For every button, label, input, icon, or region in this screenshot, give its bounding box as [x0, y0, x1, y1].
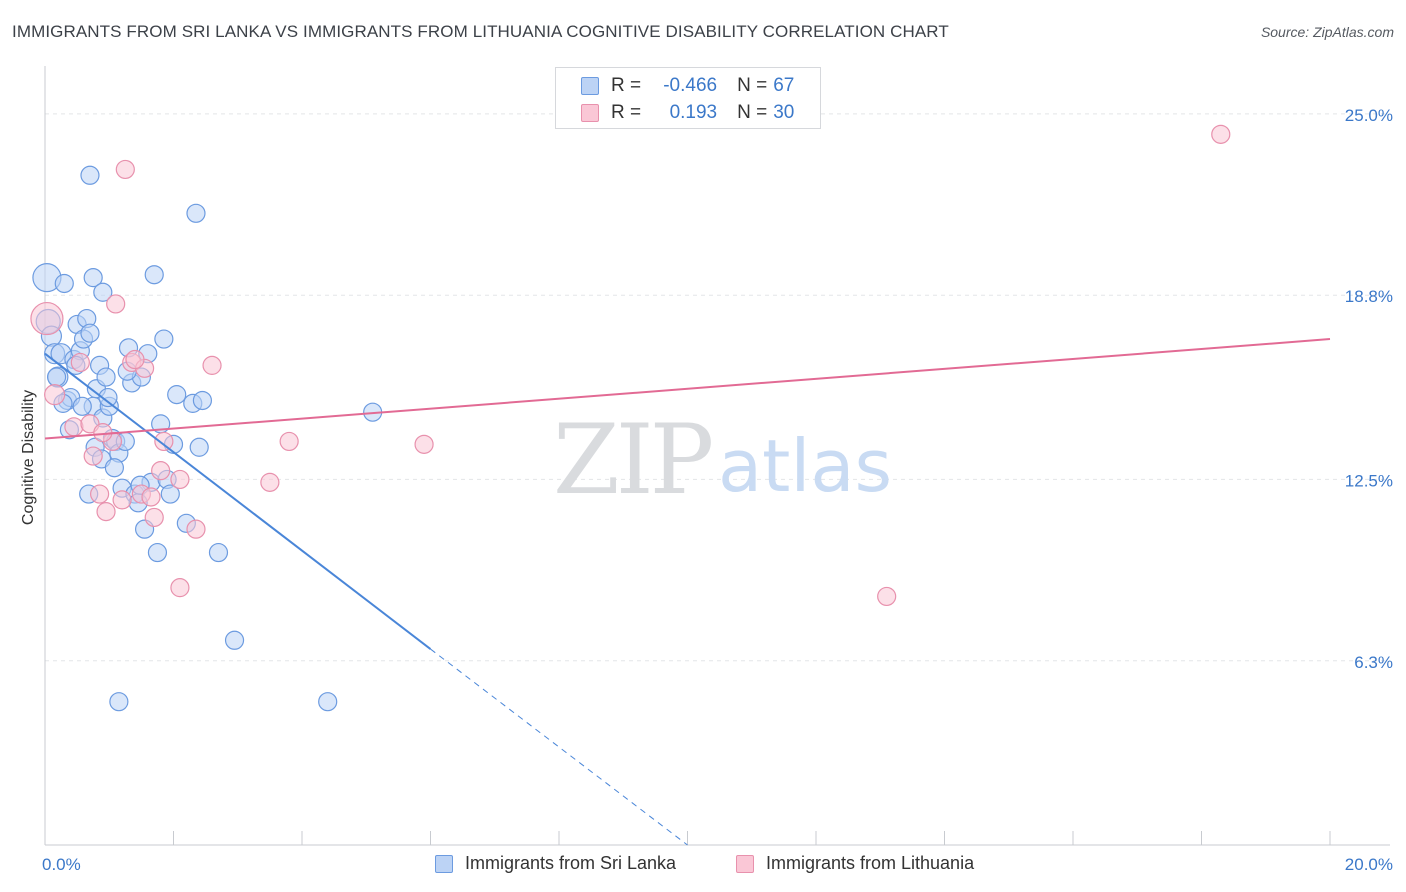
sri-lanka-point [54, 273, 74, 294]
legend-label: Immigrants from Sri Lanka [465, 853, 677, 873]
sri-lanka-point [186, 203, 206, 223]
lithuania-point [877, 586, 897, 607]
sri-lanka-swatch-icon [435, 854, 453, 873]
sri-lanka-point [96, 367, 116, 387]
axes [44, 66, 1390, 846]
y-tick-label: 6.3% [1354, 653, 1393, 672]
source-label: Source: ZipAtlas.com [1260, 24, 1394, 40]
lithuania-point [141, 487, 161, 507]
watermark: ZIP atlas [553, 404, 892, 516]
y-tick-label: 25.0% [1345, 106, 1393, 125]
n-label: N = [737, 102, 768, 123]
r-label: R = [611, 102, 642, 123]
watermark-zip: ZIP [553, 404, 712, 516]
sri-lanka-trend-line [44, 352, 432, 650]
lithuania-swatch-icon [736, 854, 754, 873]
sri-lanka-point [93, 282, 113, 302]
sri-lanka-point [208, 542, 229, 563]
lithuania-point [1211, 124, 1231, 144]
lithuania-point [414, 434, 434, 454]
sri-lanka-trend-extension [430, 648, 688, 846]
sri-lanka-point [224, 630, 245, 650]
sri-lanka-point [147, 542, 168, 563]
lithuania-trend-line [44, 338, 1331, 440]
n-value: 67 [773, 75, 795, 96]
sri-lanka-point [318, 692, 338, 712]
lithuania-point [83, 446, 103, 466]
r-label: R = [611, 75, 642, 96]
legend-item-lithuania: Immigrants from Lithuania [736, 853, 974, 874]
axis-labels: 6.3% 12.5% 18.8% 25.0% 0.0% 20.0% Cognitive Di… [20, 106, 1393, 874]
lithuania-point [112, 490, 132, 510]
sri-lanka-point [80, 165, 100, 185]
sri-lanka-point [83, 268, 103, 288]
lithuania-point [186, 519, 206, 539]
lithuania-point [170, 469, 190, 490]
legend-label: Immigrants from Lithuania [766, 853, 975, 873]
sri-lanka-swatch-icon [581, 77, 599, 95]
sri-lanka-point [189, 437, 209, 457]
lithuania-point [279, 431, 299, 452]
n-value: 30 [773, 102, 795, 123]
sri-lanka-point [167, 385, 187, 405]
stats-legend-row-lithuania: R = 0.193 N = 30 [556, 100, 794, 126]
trend-lines [44, 338, 1331, 846]
sri-lanka-point [144, 265, 164, 285]
x-tick-label: 0.0% [42, 855, 81, 874]
lithuania-point [202, 355, 222, 375]
lithuania-point [44, 384, 66, 406]
sri-lanka-point [192, 390, 213, 411]
r-value: 0.193 [669, 102, 718, 123]
lithuania-point [170, 578, 190, 598]
lithuania-point [64, 417, 84, 437]
lithuania-point [96, 502, 116, 522]
lithuania-swatch-icon [581, 104, 599, 122]
lithuania-point [154, 431, 174, 452]
data-points [30, 124, 1231, 712]
y-tick-label: 18.8% [1345, 287, 1393, 306]
watermark-atlas: atlas [718, 424, 892, 508]
r-value: -0.466 [663, 75, 718, 96]
sri-lanka-point [46, 367, 67, 387]
y-tick-label: 12.5% [1345, 471, 1393, 490]
stats-legend-row-sri-lanka: R = -0.466 N = 67 [556, 73, 794, 99]
lithuania-point [260, 472, 280, 492]
lithuania-point [90, 484, 110, 504]
sri-lanka-point [104, 458, 124, 478]
chart-title: IMMIGRANTS FROM SRI LANKA VS IMMIGRANTS … [12, 22, 949, 41]
lithuania-point [30, 301, 64, 336]
sri-lanka-point [154, 329, 174, 349]
sri-lanka-point [72, 396, 92, 416]
sri-lanka-point [80, 323, 100, 343]
lithuania-point [115, 159, 135, 180]
n-label: N = [737, 75, 768, 96]
series-legend: Immigrants from Sri Lanka Immigrants fro… [0, 853, 1406, 877]
lithuania-point [70, 352, 90, 373]
sri-lanka-point [109, 692, 129, 712]
y-axis-label: Cognitive Disability [20, 390, 37, 525]
lithuania-point [125, 349, 145, 370]
lithuania-point [144, 507, 164, 528]
sri-lanka-point [98, 387, 118, 408]
x-tick-label: 20.0% [1345, 855, 1393, 874]
lithuania-point [151, 461, 171, 481]
lithuania-point [106, 294, 126, 314]
legend-item-sri-lanka: Immigrants from Sri Lanka [435, 853, 676, 874]
sri-lanka-point [160, 484, 180, 504]
stats-legend: R = -0.466 N = 67 R = 0.193 N = 30 [555, 67, 821, 129]
